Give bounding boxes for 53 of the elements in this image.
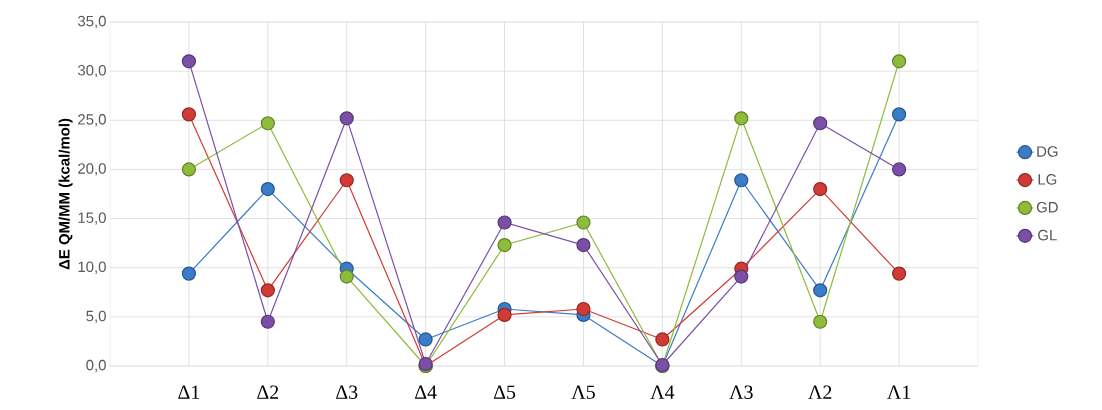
point: [813, 283, 828, 298]
point: [260, 181, 275, 197]
point: [576, 301, 591, 317]
point: [260, 314, 275, 329]
point: [734, 111, 749, 126]
point: [576, 238, 591, 253]
x-tick-label: Δ1: [178, 385, 200, 399]
point: [576, 215, 591, 230]
point: [892, 54, 907, 69]
point: [892, 162, 907, 177]
y-tick-label: 20,0: [78, 163, 106, 176]
x-tick-label: Λ2: [808, 385, 832, 399]
y-tick-label: 10,0: [78, 261, 106, 274]
point: [339, 173, 354, 188]
point: [497, 215, 512, 230]
point: [892, 107, 907, 122]
point: [497, 307, 512, 322]
x-tick-label: Δ2: [257, 385, 279, 399]
x-tick-label: Δ4: [415, 385, 437, 399]
point: [655, 332, 670, 347]
point: [181, 107, 197, 122]
x-tick-label: Λ3: [729, 385, 753, 399]
point: [813, 116, 828, 131]
x-tick-label: Λ1: [887, 385, 911, 399]
y-tick-label: 15,0: [78, 212, 106, 225]
point: [497, 238, 512, 253]
point: [892, 266, 907, 281]
point: [181, 54, 197, 69]
point: [418, 332, 433, 347]
point: [813, 181, 828, 197]
y-tick-label: 35,0: [77, 15, 106, 29]
x-tick-label: Δ3: [336, 385, 358, 399]
x-tick-label: Λ4: [650, 385, 675, 399]
legend-label: DG: [1037, 146, 1058, 157]
point: [181, 162, 197, 177]
point: [339, 269, 354, 284]
point: [339, 111, 354, 126]
legend-label: GL: [1038, 229, 1057, 241]
point: [181, 266, 197, 281]
point: [260, 283, 275, 298]
point: [734, 269, 749, 284]
x-tick-label: Δ5: [493, 385, 516, 399]
x-tick-label: Λ5: [571, 385, 595, 399]
point: [813, 314, 828, 329]
point: [734, 173, 749, 188]
y-tick-label: 5,0: [86, 310, 106, 324]
legend-label: LG: [1038, 174, 1057, 185]
legend-label: GD: [1036, 201, 1058, 213]
y-axis-title: ΔE QM/MM (kcal/mol): [58, 118, 73, 270]
y-tick-label: 0,0: [86, 359, 106, 373]
point: [260, 116, 275, 131]
y-tick-label: 25,0: [78, 114, 106, 127]
y-tick-label: 30,0: [77, 64, 106, 78]
